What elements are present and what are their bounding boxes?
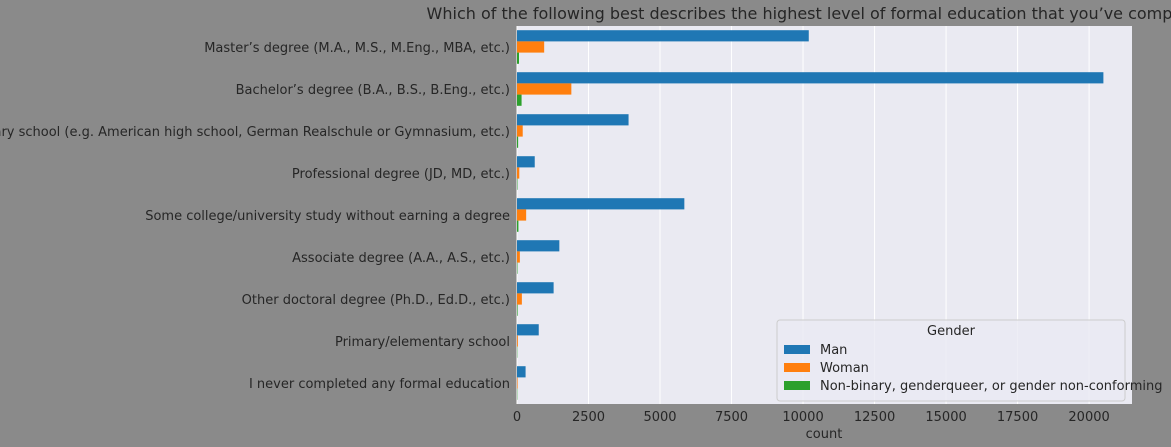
legend: Gender Man Woman Non-binary, genderqueer, … bbox=[776, 319, 1162, 402]
bar bbox=[517, 304, 518, 316]
bar bbox=[517, 72, 1104, 84]
bar bbox=[517, 293, 522, 305]
legend-label: Non-binary, genderqueer, or gender non-c… bbox=[820, 379, 1162, 394]
legend-label: Man bbox=[820, 343, 847, 358]
x-tick-label: 20000 bbox=[1068, 410, 1109, 425]
x-axis-label: count bbox=[806, 427, 843, 442]
bar bbox=[517, 30, 809, 42]
category-label: I never completed any formal education bbox=[249, 377, 510, 392]
category-label: Professional degree (JD, MD, etc.) bbox=[292, 167, 510, 182]
bar bbox=[517, 52, 520, 64]
bar bbox=[517, 41, 545, 53]
category-label: Bachelor’s degree (B.A., B.S., B.Eng., e… bbox=[236, 83, 510, 98]
bar bbox=[517, 335, 518, 347]
bar bbox=[517, 156, 535, 168]
bar bbox=[517, 136, 519, 148]
legend-swatch bbox=[784, 363, 810, 372]
bar bbox=[517, 377, 518, 389]
x-tick-label: 7500 bbox=[715, 410, 748, 425]
chart-title: Which of the following best describes th… bbox=[427, 4, 1171, 23]
category-label: Master’s degree (M.A., M.S., M.Eng., MBA… bbox=[204, 41, 510, 56]
legend-swatch bbox=[784, 345, 810, 354]
x-tick-label: 0 bbox=[513, 410, 521, 425]
legend-box bbox=[776, 319, 1126, 402]
bar bbox=[517, 240, 560, 252]
legend-items: Man Woman Non-binary, genderqueer, or gend… bbox=[784, 343, 1162, 394]
x-tick-label: 5000 bbox=[643, 410, 676, 425]
bar bbox=[517, 83, 572, 95]
bar bbox=[517, 209, 527, 221]
bar bbox=[517, 324, 539, 336]
x-tick-label: 2500 bbox=[572, 410, 605, 425]
category-label: Associate degree (A.A., A.S., etc.) bbox=[292, 251, 510, 266]
bars bbox=[517, 30, 1104, 400]
x-tick-labels: 0 2500 5000 7500 10000 12500 15000 17500 20000 bbox=[513, 410, 1110, 425]
legend-label: Woman bbox=[820, 361, 869, 376]
bar bbox=[517, 366, 526, 378]
bar bbox=[517, 167, 520, 179]
bar bbox=[517, 94, 522, 106]
category-label: Some college/university study without ea… bbox=[145, 209, 510, 224]
category-label: Primary/elementary school bbox=[335, 335, 510, 350]
bar bbox=[517, 282, 554, 294]
category-label: Secondary school (e.g. American high sch… bbox=[0, 125, 510, 140]
bar bbox=[517, 251, 520, 263]
category-label: Other doctoral degree (Ph.D., Ed.D., etc… bbox=[242, 293, 510, 308]
category-labels: Master’s degree (M.A., M.S., M.Eng., MBA… bbox=[0, 41, 510, 392]
x-tick-label: 17500 bbox=[997, 410, 1038, 425]
legend-title: Gender bbox=[927, 324, 976, 339]
bar bbox=[517, 220, 519, 232]
x-tick-label: 15000 bbox=[925, 410, 966, 425]
bar bbox=[517, 125, 523, 137]
bar bbox=[517, 198, 685, 210]
bar bbox=[517, 114, 629, 126]
legend-swatch bbox=[784, 381, 810, 390]
x-tick-label: 10000 bbox=[782, 410, 823, 425]
x-tick-label: 12500 bbox=[854, 410, 895, 425]
